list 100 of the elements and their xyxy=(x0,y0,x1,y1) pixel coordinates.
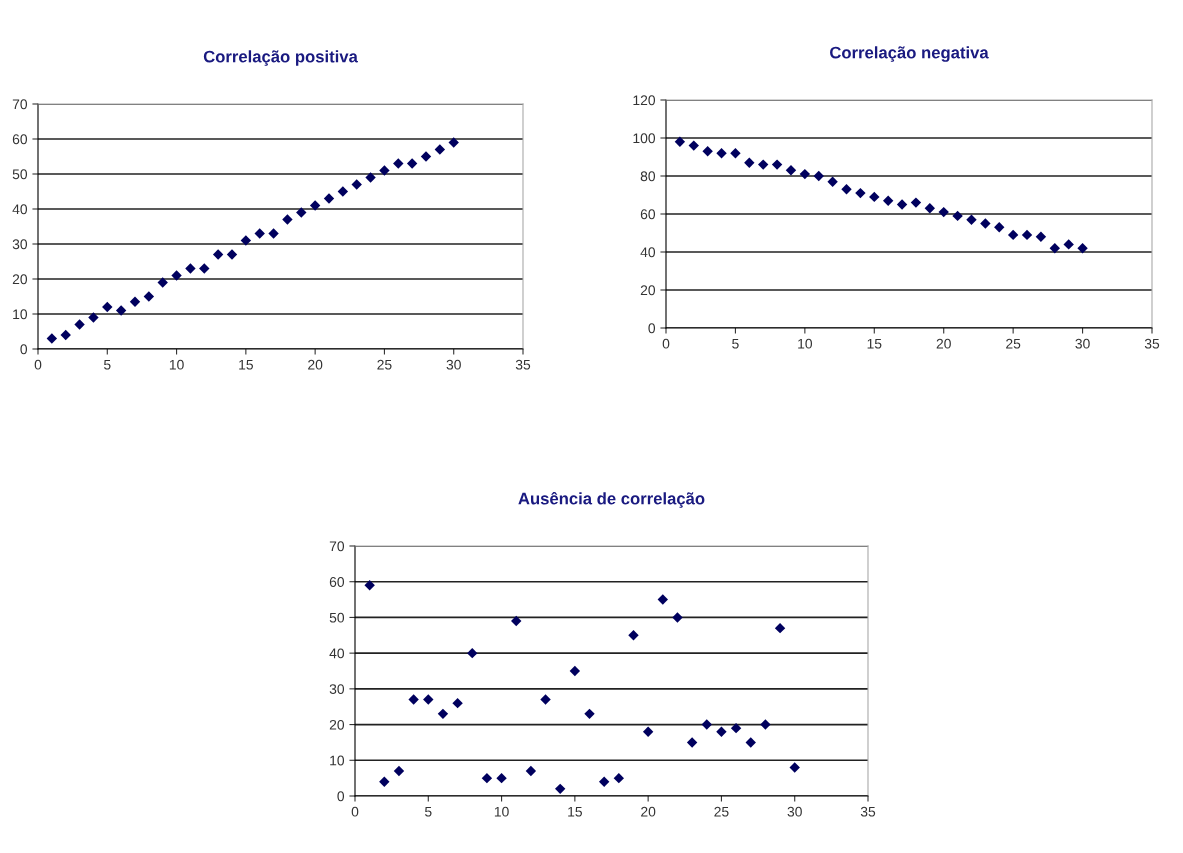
point xyxy=(841,184,852,195)
point xyxy=(799,168,811,180)
y-tick-label: 80 xyxy=(640,171,656,182)
y-tick-label: 100 xyxy=(633,133,656,144)
x-tick-label: 20 xyxy=(936,338,951,349)
point xyxy=(1049,243,1060,254)
point xyxy=(171,270,182,281)
point xyxy=(910,197,922,208)
chart-title: Ausência de correlação xyxy=(518,491,705,508)
x-tick-label: 5 xyxy=(732,338,739,349)
point xyxy=(855,187,866,199)
y-tick-label: 30 xyxy=(12,239,28,250)
y-tick-label: 10 xyxy=(330,755,345,766)
y-tick-label: 40 xyxy=(640,247,656,258)
point xyxy=(364,580,375,591)
point xyxy=(716,148,727,159)
y-tick-label: 40 xyxy=(329,648,345,659)
point xyxy=(226,249,238,260)
point xyxy=(827,176,838,187)
point xyxy=(924,203,936,214)
y-tick-label: 30 xyxy=(329,684,345,695)
point xyxy=(406,158,418,169)
y-tick-label: 70 xyxy=(329,541,345,552)
point xyxy=(628,630,639,641)
point xyxy=(212,249,224,260)
point xyxy=(282,214,293,225)
point xyxy=(938,206,949,218)
x-tick-label: 15 xyxy=(239,359,253,370)
x-tick-label: 10 xyxy=(494,806,509,817)
y-tick-label: 70 xyxy=(12,99,28,110)
point xyxy=(1021,229,1033,241)
point xyxy=(452,697,463,709)
x-tick-label: 25 xyxy=(1006,338,1021,349)
point xyxy=(157,277,168,288)
point xyxy=(745,737,756,748)
point xyxy=(365,172,376,183)
point xyxy=(199,263,210,274)
x-tick-label: 25 xyxy=(714,806,729,817)
point xyxy=(774,622,786,634)
point xyxy=(760,719,771,730)
point xyxy=(408,694,419,705)
point xyxy=(555,783,566,795)
x-tick-label: 10 xyxy=(169,359,184,370)
y-tick-label: 20 xyxy=(640,285,656,296)
point xyxy=(896,199,908,210)
point xyxy=(185,263,196,274)
point xyxy=(980,218,991,229)
point xyxy=(540,694,551,705)
point xyxy=(716,726,727,737)
point xyxy=(102,301,113,313)
x-tick-label: 15 xyxy=(568,806,582,817)
point xyxy=(688,140,699,151)
point xyxy=(496,772,507,784)
point xyxy=(952,210,963,222)
x-tick-label: 0 xyxy=(351,806,359,817)
y-tick-label: 10 xyxy=(13,309,28,320)
point xyxy=(448,137,459,148)
point xyxy=(379,165,390,176)
point xyxy=(771,159,783,170)
y-tick-label: 60 xyxy=(329,577,345,587)
point xyxy=(966,214,977,225)
point xyxy=(60,329,71,341)
point xyxy=(379,776,390,787)
point xyxy=(744,157,755,168)
point xyxy=(46,333,58,344)
point xyxy=(613,772,625,784)
point xyxy=(393,765,405,777)
x-tick-label: 20 xyxy=(308,359,323,370)
y-tick-label: 20 xyxy=(12,274,28,285)
point xyxy=(869,191,880,203)
x-tick-label: 30 xyxy=(446,359,461,370)
point xyxy=(254,228,265,239)
point xyxy=(115,305,127,316)
y-tick-label: 60 xyxy=(640,209,656,220)
point xyxy=(525,765,537,777)
point xyxy=(351,179,362,190)
y-tick-label: 50 xyxy=(329,612,345,623)
x-tick-label: 30 xyxy=(1075,338,1090,349)
point xyxy=(758,159,769,170)
point xyxy=(1007,229,1019,241)
point xyxy=(268,228,279,239)
point xyxy=(642,726,654,737)
y-tick-label: 40 xyxy=(12,204,28,215)
chart-title: Correlação negativa xyxy=(830,46,989,62)
point xyxy=(657,594,668,605)
y-tick-label: 0 xyxy=(648,323,656,334)
point xyxy=(569,665,581,677)
x-tick-label: 30 xyxy=(787,806,802,817)
point xyxy=(1035,231,1047,242)
point xyxy=(701,719,712,730)
point xyxy=(674,136,686,147)
point xyxy=(813,170,824,182)
point xyxy=(467,647,478,659)
point xyxy=(730,148,741,159)
point xyxy=(1077,243,1088,254)
x-tick-label: 5 xyxy=(103,359,111,370)
x-tick-label: 10 xyxy=(798,338,813,349)
point xyxy=(1063,239,1074,250)
y-tick-label: 60 xyxy=(12,134,28,145)
point xyxy=(323,193,335,204)
